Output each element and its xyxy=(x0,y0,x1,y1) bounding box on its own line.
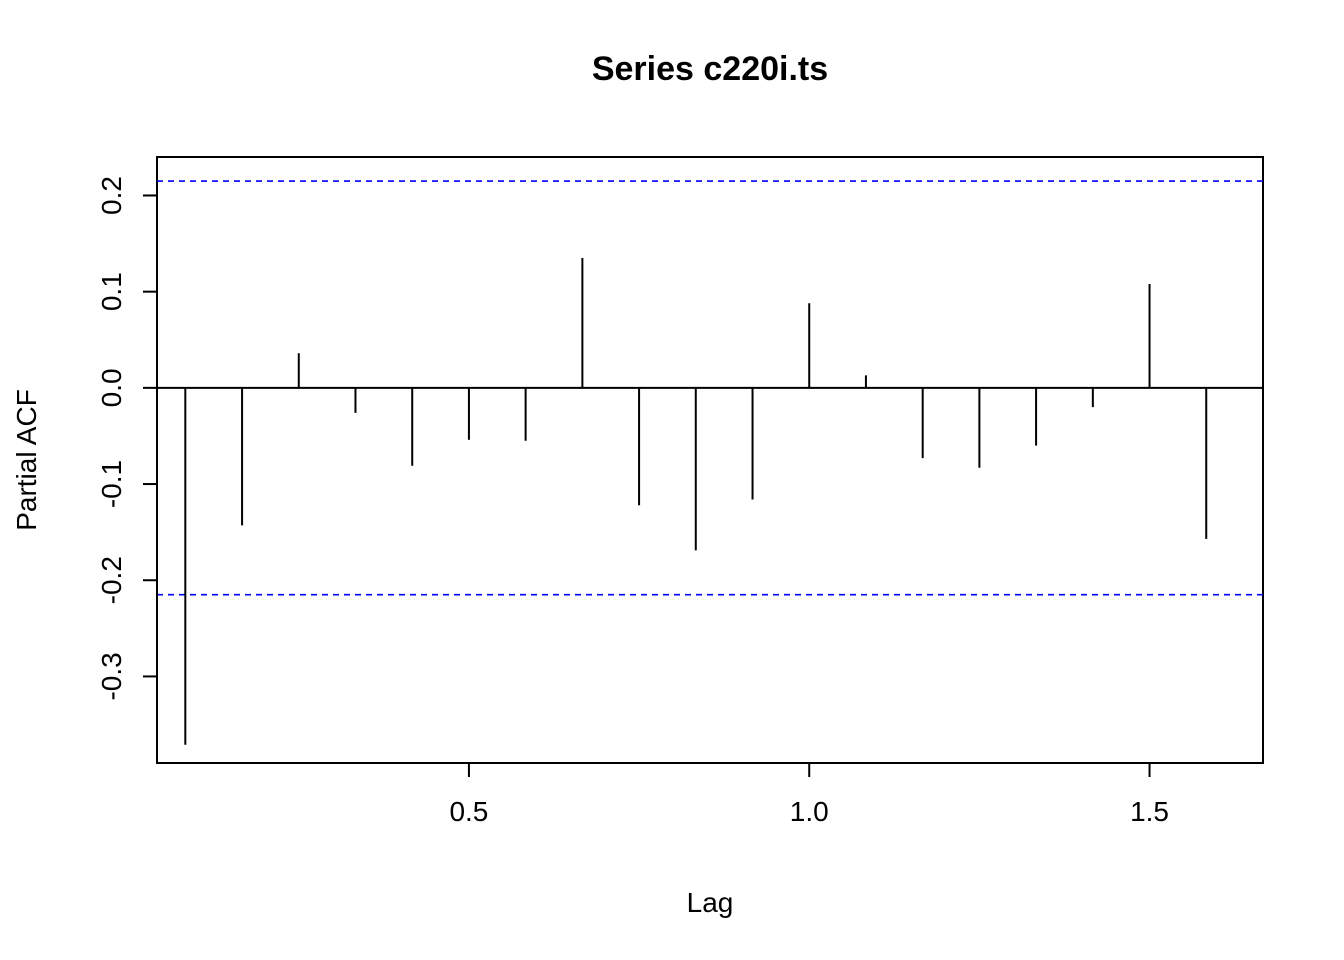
x-tick-label: 1.5 xyxy=(1130,796,1169,827)
y-tick-label: -0.2 xyxy=(96,556,127,604)
y-tick-label: 0.0 xyxy=(96,368,127,407)
chart-title: Series c220i.ts xyxy=(592,50,828,88)
x-tick-label: 0.5 xyxy=(449,796,488,827)
y-tick-label: -0.3 xyxy=(96,652,127,700)
y-tick-label: -0.1 xyxy=(96,460,127,508)
y-tick-label: 0.2 xyxy=(96,176,127,215)
chart-marks: 0.5 1.0 1.5 -0.3 -0.2 -0.1 0.0 0.1 0.2 xyxy=(96,176,1263,827)
x-tick-label: 1.0 xyxy=(790,796,829,827)
plot-frame xyxy=(156,156,1264,764)
y-axis-label: Partial ACF xyxy=(11,389,42,531)
y-tick-label: 0.1 xyxy=(96,272,127,311)
x-axis-label: Lag xyxy=(687,887,734,918)
